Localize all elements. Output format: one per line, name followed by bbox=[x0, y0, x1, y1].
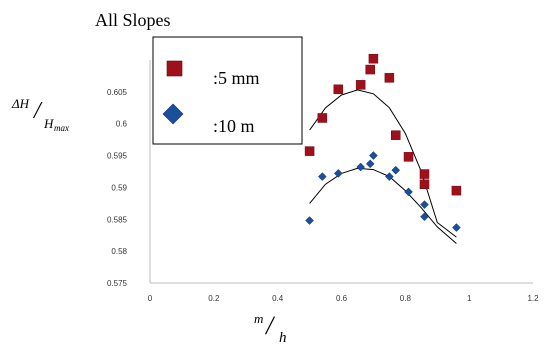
legend-box bbox=[152, 36, 303, 145]
data-point-diamond bbox=[391, 165, 401, 175]
x-tick-label: 0.8 bbox=[400, 294, 412, 303]
x-tick-label: 0 bbox=[148, 294, 153, 303]
y-tick-label: 0.6 bbox=[116, 120, 128, 129]
y-tick-label: 0.605 bbox=[107, 88, 128, 97]
data-point-diamond bbox=[365, 159, 375, 169]
legend: :5 mm :10 m bbox=[152, 36, 303, 145]
data-point-square bbox=[391, 130, 401, 140]
trendline-5mm bbox=[309, 89, 457, 238]
legend-diamond-marker bbox=[162, 103, 184, 125]
data-point-diamond bbox=[305, 216, 314, 225]
data-point-square bbox=[451, 185, 462, 196]
svg-text:h: h bbox=[279, 330, 287, 346]
y-axis-label: ΔH / H max bbox=[11, 96, 69, 133]
data-point-diamond bbox=[452, 223, 461, 232]
data-point-diamond bbox=[404, 187, 413, 197]
svg-text:max: max bbox=[54, 123, 69, 133]
data-point-square bbox=[317, 113, 328, 123]
legend-label-5mm: :5 mm bbox=[213, 68, 260, 88]
data-point-square bbox=[333, 84, 344, 95]
svg-text:m: m bbox=[254, 311, 263, 326]
data-point-square bbox=[403, 152, 414, 162]
data-point-square bbox=[365, 64, 375, 75]
y-tick-label: 0.585 bbox=[107, 215, 128, 224]
y-tick-label: 0.58 bbox=[111, 247, 127, 256]
data-point-diamond bbox=[333, 169, 343, 178]
x-axis-label: m / h bbox=[254, 311, 287, 346]
svg-text:ΔH: ΔH bbox=[11, 96, 30, 111]
data-point-square bbox=[304, 146, 315, 156]
chart-title: All Slopes bbox=[95, 10, 171, 30]
y-tick-label: 0.59 bbox=[111, 183, 127, 192]
data-point-diamond bbox=[420, 200, 429, 209]
data-point-square bbox=[355, 80, 366, 90]
x-tick-label: 0.6 bbox=[336, 294, 348, 303]
data-point-square bbox=[419, 169, 430, 179]
data-point-diamond bbox=[369, 151, 378, 160]
data-point-square bbox=[384, 73, 395, 83]
data-point-diamond bbox=[317, 172, 327, 181]
data-point-diamond bbox=[356, 162, 366, 172]
x-tick-label: 0.4 bbox=[272, 294, 284, 303]
data-point-square bbox=[419, 179, 430, 189]
svg-text:/: / bbox=[264, 311, 276, 340]
svg-text:/: / bbox=[32, 98, 43, 124]
y-tick-label: 0.595 bbox=[107, 152, 128, 161]
legend-square-marker bbox=[166, 60, 183, 77]
svg-text:H: H bbox=[43, 116, 54, 131]
legend-label-10m: :10 m bbox=[213, 116, 255, 136]
y-tick-label: 0.575 bbox=[107, 279, 128, 288]
x-tick-label: 1.2 bbox=[527, 294, 539, 303]
data-point-square bbox=[368, 53, 379, 64]
x-tick-label: 0.2 bbox=[208, 294, 220, 303]
data-point-diamond bbox=[385, 172, 394, 181]
data-point-diamond bbox=[420, 212, 429, 222]
x-tick-label: 1 bbox=[467, 294, 472, 303]
trendline-10m bbox=[309, 167, 457, 244]
